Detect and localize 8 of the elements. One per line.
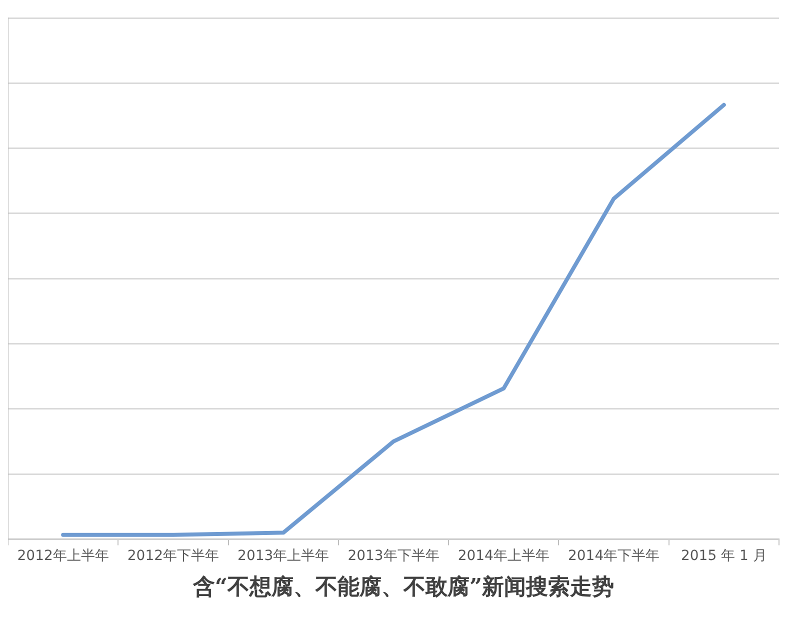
- text: 含“不想腐、不能腐、不敢腐”新闻搜索走势: [192, 573, 616, 602]
- x-tick-label: 2012年上半年: [17, 548, 109, 564]
- x-tick-label: 2015 年 1 月: [680, 548, 767, 564]
- x-tick-label: 2013年上半年: [238, 548, 330, 564]
- x-tick-label: 2014年上半年: [458, 548, 550, 564]
- x-tick-label: 2014年下半年: [568, 548, 660, 564]
- x-tick-label: 2013年下半年: [348, 548, 440, 564]
- x-tick-label: 2012年下半年: [127, 548, 220, 564]
